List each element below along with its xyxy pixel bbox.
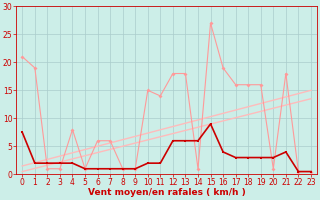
X-axis label: Vent moyen/en rafales ( km/h ): Vent moyen/en rafales ( km/h ): [88, 188, 245, 197]
